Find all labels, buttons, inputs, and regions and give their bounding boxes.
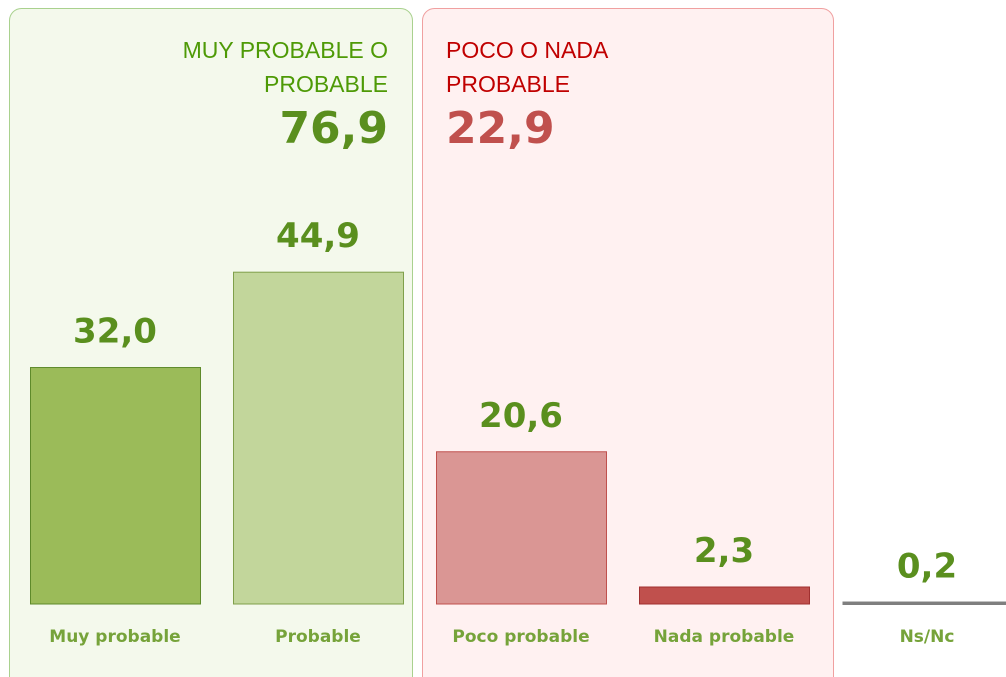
category-label: Nada probable	[654, 627, 795, 647]
category-label: Muy probable	[49, 627, 180, 647]
value-label: 2,3	[694, 531, 754, 571]
bar	[30, 367, 201, 605]
group-title: POCO O NADA	[446, 37, 609, 63]
group-title: PROBABLE	[446, 71, 570, 97]
bar	[639, 586, 810, 605]
group-total: 22,9	[446, 103, 555, 154]
value-label: 20,6	[479, 396, 563, 436]
bar	[436, 451, 607, 605]
group-title: PROBABLE	[264, 71, 388, 97]
group-total: 76,9	[279, 103, 388, 154]
bar	[233, 271, 404, 605]
group-title: MUY PROBABLE O	[183, 37, 388, 63]
category-label: Probable	[275, 627, 361, 647]
bar	[842, 601, 1006, 605]
value-label: 32,0	[73, 312, 157, 352]
category-label: Ns/Nc	[900, 627, 955, 647]
category-label: Poco probable	[452, 627, 589, 647]
value-label: 44,9	[276, 216, 360, 256]
value-label: 0,2	[897, 547, 957, 587]
